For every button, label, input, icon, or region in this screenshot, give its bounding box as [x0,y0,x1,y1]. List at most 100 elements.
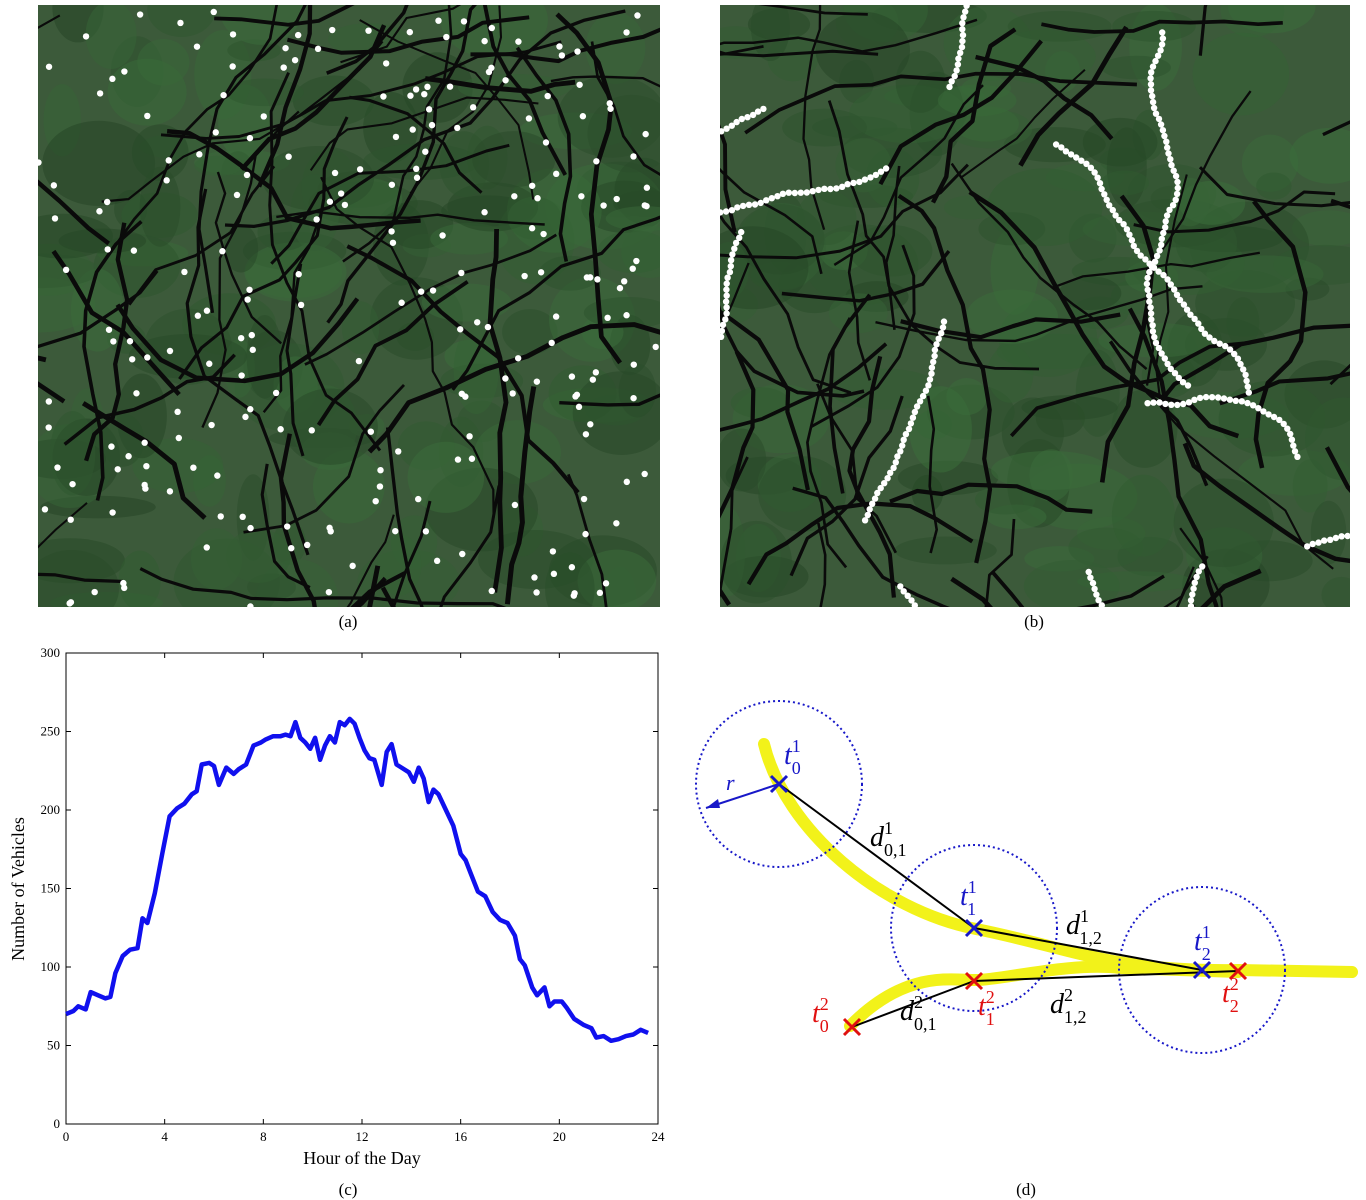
x-tick-label: 8 [260,1129,267,1144]
trajectory-point [1240,366,1246,372]
vehicle-point [129,356,135,362]
vehicle-point [551,571,557,577]
trajectory-point [941,318,947,324]
trajectory-point [763,197,769,203]
vehicle-point [623,312,629,318]
vehicle-point [377,467,383,473]
diagram-canvas: r t1 0 t1 1 t1 2 [690,680,1360,1185]
trajectory-point [738,229,744,235]
vehicle-point [206,361,212,367]
trajectory-point [957,50,963,56]
vehicle-point [218,513,224,519]
vehicle-point [407,93,413,99]
trajectory-point [729,251,735,257]
vehicle-point [54,464,60,470]
trajectory-point [1292,448,1298,454]
vehicle-point [413,86,419,92]
vehicle-point [521,273,527,279]
vehicle-point [447,83,453,89]
vehicle-point [338,190,344,196]
trajectory-point [1150,328,1156,334]
label-t12: t1 2 [1194,922,1211,964]
vehicle-point [414,175,420,181]
vehicle-point [273,390,279,396]
vehicle-point [246,287,252,293]
trajectory-point [927,376,933,382]
trajectory-point [1245,384,1251,390]
vehicle-point [459,391,465,397]
trajectory-point [933,341,939,347]
vehicle-point [459,551,465,557]
trajectory-point [1150,322,1156,328]
vehicle-point [581,496,587,502]
vehicle-point [342,202,348,208]
vehicle-point [292,57,298,63]
terrain-patch [1256,172,1291,199]
trajectory-point [928,371,934,377]
trajectory-point [1188,597,1194,603]
vehicle-point [398,300,404,306]
trajectory-point [931,353,937,359]
trajectory-point [821,186,827,192]
trajectory-point [936,336,942,342]
trajectory-point [1150,399,1156,405]
vehicle-point [239,514,245,520]
terrain-patch [1101,56,1171,80]
trajectory-point [1162,224,1168,230]
trajectory-point [1315,539,1321,545]
vehicle-point [220,92,226,98]
vehicle-point [587,274,593,280]
trajectory-point [953,67,959,73]
vehicle-point [544,93,550,99]
vehicle-point [461,18,467,24]
y-tick-label: 250 [41,724,61,739]
terrain-patch [987,345,1033,403]
vehicle-point [603,580,609,586]
trajectory-point [1148,310,1154,316]
vehicle-point [163,177,169,183]
vehicle-chart: 0 50 100 150 200 250 300 0 4 8 12 16 20 24 Hour of t… [0,645,680,1180]
trajectory-point [722,316,728,322]
vehicle-point [395,448,401,454]
map-panel-a [38,5,660,607]
vehicle-point [641,471,647,477]
road-line [1323,25,1350,135]
trajectory-point [1156,399,1162,405]
vehicle-point [593,369,599,375]
vehicle-point [469,456,475,462]
trajectory-point [724,292,730,298]
trajectory-point [1203,394,1209,400]
vehicle-point [109,509,115,515]
vehicle-point [526,115,532,121]
vehicle-point [195,313,201,319]
label-t11: t1 1 [960,877,976,919]
trajectory-point [962,8,968,14]
vehicle-point [426,106,432,112]
vehicle-point [458,270,464,276]
vehicle-point [485,324,491,330]
trajectory-point [723,286,729,292]
vehicle-point [531,574,537,580]
trajectory-point [1146,269,1152,275]
trajectory-point [1239,398,1245,404]
terrain-patch [1101,170,1149,195]
vehicle-point [509,390,515,396]
trajectory-point [1104,197,1110,203]
vehicle-point [68,516,74,522]
terrain-patch [508,197,562,240]
vehicle-point [141,440,147,446]
vehicle-point [190,464,196,470]
vehicle-point [623,29,629,35]
vehicle-point [51,182,57,188]
trajectory-point [1148,87,1154,93]
edge-d101 [779,784,974,928]
vehicle-point [529,225,535,231]
vehicle-point [621,278,627,284]
trajectory-point [910,415,916,421]
vehicle-point [144,113,150,119]
vehicle-point [296,271,302,277]
trajectory-point [1243,378,1249,384]
x-axis-label: Hour of the Day [303,1148,420,1168]
vehicle-point [580,113,586,119]
y-tick-label: 50 [47,1038,60,1053]
